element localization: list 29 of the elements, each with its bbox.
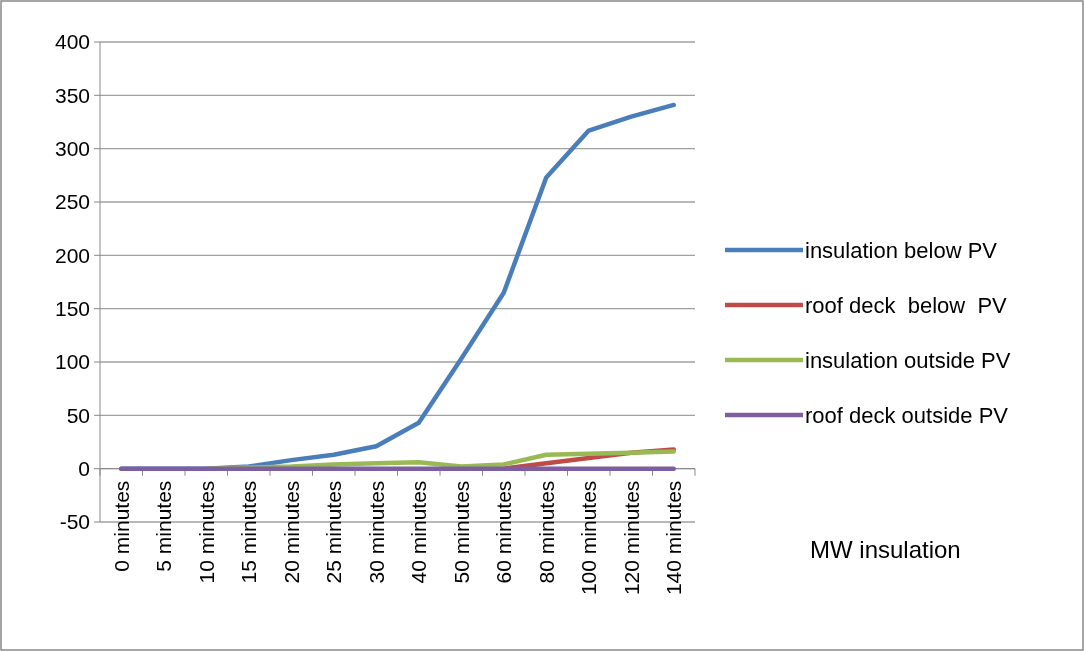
x-tick-label: 50 minutes xyxy=(449,480,473,584)
y-tick-label: -50 xyxy=(59,510,90,534)
x-tick-label: 5 minutes xyxy=(152,480,176,572)
x-tick-label: 0 minutes xyxy=(109,480,133,572)
y-tick-label: 300 xyxy=(54,137,90,161)
x-tick-label: 10 minutes xyxy=(194,480,218,584)
legend-label: insulation outside PV xyxy=(805,347,1011,373)
y-tick-label: 350 xyxy=(54,83,90,107)
x-tick-label: 40 minutes xyxy=(407,480,431,584)
x-tick-label: 30 minutes xyxy=(364,480,388,584)
y-tick-label: 0 xyxy=(78,457,90,481)
x-tick-label: 140 minutes xyxy=(662,480,686,596)
y-tick-label: 100 xyxy=(54,350,90,374)
x-tick-label: 20 minutes xyxy=(279,480,303,584)
y-tick-label: 400 xyxy=(54,30,90,54)
x-tick-label: 120 minutes xyxy=(619,480,643,596)
x-tick-label: 100 minutes xyxy=(577,480,601,596)
y-tick-label: 150 xyxy=(54,297,90,321)
y-tick-label: 250 xyxy=(54,190,90,214)
text: MW insulation xyxy=(810,536,961,563)
legend-label: roof deck outside PV xyxy=(805,402,1009,428)
y-tick-label: 50 xyxy=(66,403,90,427)
x-tick-label: 15 minutes xyxy=(237,480,261,584)
x-tick-label: 80 minutes xyxy=(534,480,558,584)
x-tick-label: 60 minutes xyxy=(492,480,516,584)
x-tick-label: 25 minutes xyxy=(322,480,346,584)
y-tick-label: 200 xyxy=(54,243,90,267)
legend-label: roof deck below PV xyxy=(805,292,1008,318)
legend-label: insulation below PV xyxy=(805,237,998,263)
